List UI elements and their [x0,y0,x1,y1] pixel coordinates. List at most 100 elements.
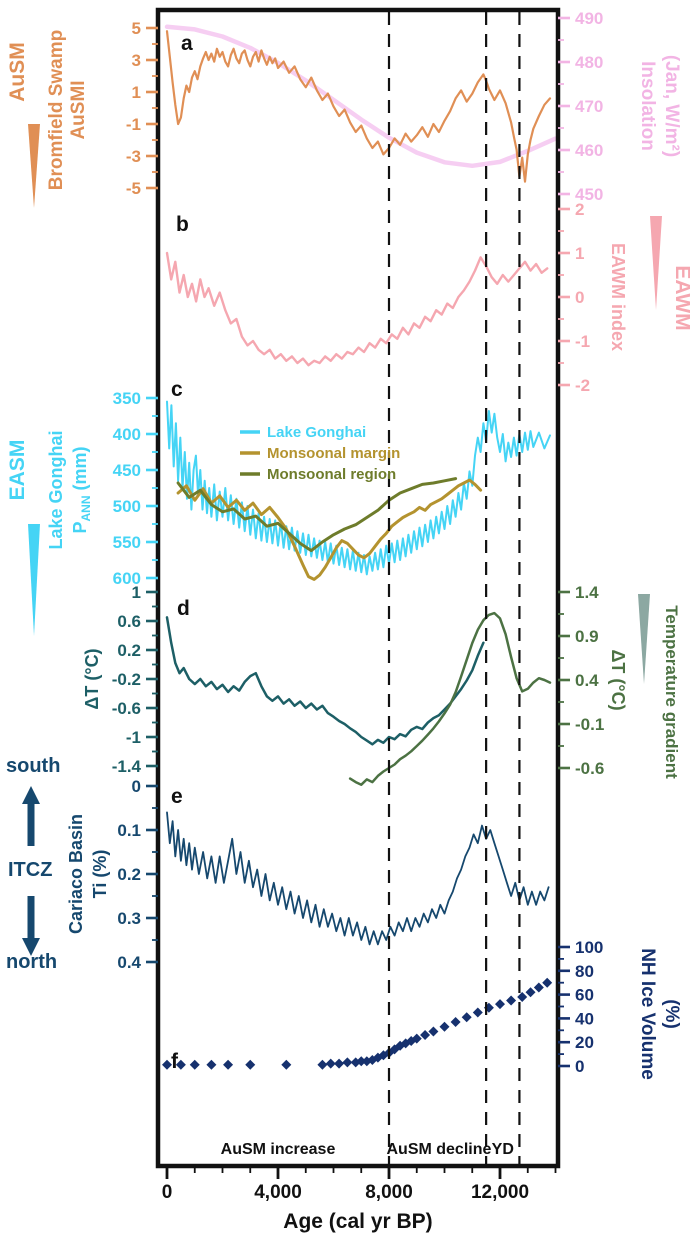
svg-text:460: 460 [575,141,603,160]
panel-letter-a: a [181,32,193,55]
axis-side-labels: AuSM Bromfield Swamp AuSMI EASM Lake Gon… [6,30,690,1080]
axis-dt_left: 1 0.6 0.2 -0.2 -0.6 -1 -1.4 [112,583,158,776]
left-label-cariaco-line1: Cariaco Basin [66,814,86,934]
axis-gonghai: 350 400 450 500 550 600 [113,389,158,588]
svg-text:550: 550 [113,533,141,552]
svg-text:-2: -2 [575,376,590,395]
svg-text:350: 350 [113,389,141,408]
legend-panel-c: Lake Gonghai Monsoonal margin Monsoonal re… [240,424,400,483]
panel-letter-b: b [176,213,189,236]
right-label-eawm-index: EAWM index [608,243,628,351]
gonghai-sub: ANN [79,495,93,521]
svg-text:-5: -5 [126,179,141,198]
series-eawm-index [165,251,549,367]
series-cariaco-basin-ti [166,811,550,946]
legend-label-lake-gonghai: Lake Gonghai [267,424,366,441]
svg-text:450: 450 [575,185,603,204]
svg-text:0.2: 0.2 [117,641,141,660]
svg-text:5: 5 [132,19,141,38]
legend-label-monsoonal-region: Monsoonal region [267,466,396,483]
panel-letter-f: f [171,1050,179,1073]
svg-text:1: 1 [132,583,141,602]
svg-text:-0.2: -0.2 [112,670,141,689]
x-axis-title: Age (cal yr BP) [283,1210,432,1233]
x-tick-label: 4,000 [254,1182,302,1203]
axis-dt_right: 1.4 0.9 0.4 -0.1 -0.6 [558,583,604,778]
svg-text:60: 60 [575,986,594,1005]
svg-text:100: 100 [575,938,603,957]
svg-text:-1: -1 [575,332,590,351]
gonghai-p: P [70,521,90,533]
axis-insol: 490 480 470 460 450 [558,9,603,204]
svg-text:0: 0 [132,777,141,796]
legend-label-monsoonal-margin: Monsoonal margin [267,445,400,462]
svg-text:500: 500 [113,497,141,516]
itcz-south-label: south [6,755,60,777]
svg-text:0: 0 [575,1057,584,1076]
ausm-wedge-icon [28,124,40,208]
svg-text:1.4: 1.4 [575,583,599,602]
svg-text:490: 490 [575,9,603,28]
x-tick-label: 0 [162,1182,173,1203]
left-label-delta-t: ΔT (°C) [82,648,102,709]
itcz-label: ITCZ [8,859,52,881]
axis-eawm: 2 1 0 -1 -2 [558,200,590,395]
series-monsoonal-region [176,477,458,553]
itcz-north-label: north [6,951,57,973]
svg-text:-0.6: -0.6 [575,759,604,778]
annotation-ausm-increase: AuSM increase [221,1141,336,1158]
left-label-cariaco-line2: Ti (%) [90,850,110,899]
svg-text:-1: -1 [126,115,141,134]
left-label-easm: EASM [6,440,29,501]
left-label-gonghai-line1: Lake Gonghai [46,430,66,549]
svg-text:450: 450 [113,461,141,480]
panel-letter-d: d [177,597,190,620]
gonghai-unit: (mm) [70,446,90,495]
plot-border [155,7,561,1169]
right-label-ice-line2: (%) [661,999,682,1029]
annotation-yd: YD [492,1141,514,1158]
svg-text:0.9: 0.9 [575,627,599,646]
temperature-gradient-wedge-icon [638,594,650,684]
itcz-up-arrow-icon [22,786,40,846]
right-label-delta-t: ΔT (°C) [608,649,628,710]
left-label-bromfield-line1: Bromfield Swamp [46,30,67,190]
eawm-wedge-icon [650,216,662,310]
right-label-temperature-gradient: Temperature gradient [662,605,681,779]
svg-text:2: 2 [575,200,584,219]
svg-text:600: 600 [113,569,141,588]
svg-text:3: 3 [132,51,141,70]
svg-text:-1.4: -1.4 [112,757,142,776]
svg-text:-0.1: -0.1 [575,715,604,734]
right-label-eawm: EAWM [671,265,690,330]
series-t [165,616,485,746]
svg-text:0: 0 [575,288,584,307]
series-temperature-gradient [348,611,552,786]
panel-letter-e: e [171,785,183,808]
svg-text:0.3: 0.3 [117,909,141,928]
svg-text:20: 20 [575,1033,594,1052]
svg-text:480: 480 [575,53,603,72]
x-tick-label: 12,000 [471,1182,529,1203]
itcz-down-arrow-icon [22,896,40,956]
svg-text:0.4: 0.4 [117,953,141,972]
easm-wedge-icon [28,524,40,636]
svg-text:1: 1 [132,83,141,102]
x-tick-label: 8,000 [365,1182,413,1203]
svg-text:470: 470 [575,97,603,116]
right-label-ice-line1: NH Ice Volume [637,948,658,1080]
right-label-insolation-line2: (Jan, W/m²) [661,55,682,157]
axis-ti: 0 0.1 0.2 0.3 0.4 [117,777,158,972]
svg-text:40: 40 [575,1009,594,1028]
svg-text:0.4: 0.4 [575,671,599,690]
svg-text:0.2: 0.2 [117,865,141,884]
series-insolation-jan-w-m [164,24,558,169]
svg-text:400: 400 [113,425,141,444]
event-lines [387,12,521,1164]
axis-ausmi: 5 3 1 -1 -3 -5 [126,19,158,198]
left-label-ausm: AuSM [6,42,29,102]
svg-text:80: 80 [575,962,594,981]
